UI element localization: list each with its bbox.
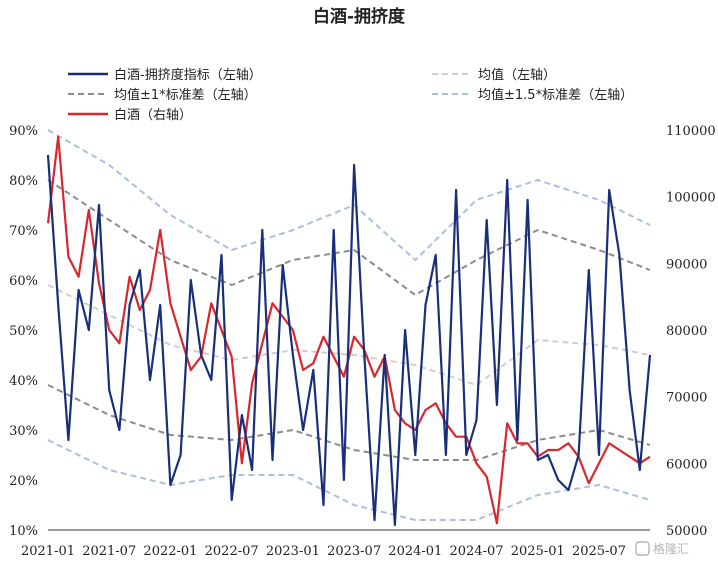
- legend-item: 均值（左轴）: [432, 67, 556, 83]
- left-tick-label: 50%: [9, 324, 38, 339]
- x-tick-label: 2021-07: [82, 544, 136, 559]
- right-tick-label: 90000: [666, 257, 707, 272]
- right-tick-label: 60000: [666, 457, 707, 472]
- legend-label: 均值±1.5*标准差（左轴）: [478, 87, 633, 103]
- legend-label: 均值±1*标准差（左轴）: [114, 87, 257, 103]
- legend-label: 白酒（右轴）: [114, 107, 192, 123]
- x-axis: 2021-01 2021-07 2022-01 2022-07 2023-01 2023-…: [21, 544, 626, 559]
- plot-area: [46, 129, 652, 527]
- right-tick-label: 80000: [666, 324, 707, 339]
- x-tick-label: 2022-01: [143, 544, 197, 559]
- chart-title: 白酒-拥挤度: [313, 6, 406, 27]
- watermark-logo-icon: [635, 541, 650, 556]
- legend-item: 均值±1.5*标准差（左轴）: [432, 87, 633, 103]
- legend-item: 白酒-拥挤度指标（左轴）: [68, 67, 262, 83]
- x-tick-label: 2024-01: [388, 544, 442, 559]
- right-tick-label: 70000: [666, 391, 707, 406]
- series-line: [46, 154, 652, 527]
- left-tick-label: 70%: [9, 224, 38, 239]
- watermark: 格隆汇: [635, 541, 689, 556]
- x-tick-label: 2025-01: [511, 544, 565, 559]
- right-tick-label: 50000: [666, 524, 707, 539]
- x-tick-label: 2021-01: [21, 544, 75, 559]
- left-tick-label: 20%: [9, 474, 38, 489]
- x-tick-label: 2022-07: [205, 544, 259, 559]
- x-tick-label: 2023-07: [327, 544, 381, 559]
- left-tick-label: 90%: [9, 124, 38, 139]
- left-tick-label: 40%: [9, 374, 38, 389]
- legend-label: 白酒-拥挤度指标（左轴）: [114, 67, 262, 83]
- x-tick-label: 2025-07: [572, 544, 626, 559]
- right-tick-label: 110000: [666, 124, 716, 139]
- legend-item: 均值±1*标准差（左轴）: [68, 87, 257, 103]
- right-axis: 50000 60000 70000 80000 90000 100000 110000: [666, 124, 716, 539]
- left-tick-label: 80%: [9, 174, 38, 189]
- series-line-upper: [47, 179, 651, 296]
- series-line: [47, 284, 651, 386]
- x-tick-label: 2024-07: [450, 544, 504, 559]
- legend-label: 均值（左轴）: [478, 67, 556, 83]
- left-axis: 10% 20% 30% 40% 50% 60% 70% 80% 90%: [9, 124, 38, 539]
- left-tick-label: 30%: [9, 424, 38, 439]
- series-line-upper: [47, 129, 651, 261]
- series-line: [46, 135, 651, 525]
- left-tick-label: 60%: [9, 274, 38, 289]
- left-tick-label: 10%: [9, 524, 38, 539]
- right-tick-label: 100000: [666, 191, 716, 206]
- legend-item: 白酒（右轴）: [68, 107, 192, 123]
- series-line-lower: [47, 439, 651, 521]
- legend: 白酒-拥挤度指标（左轴） 均值（左轴） 均值±1*标准差（左轴） 均值±1.5*标准差…: [68, 67, 633, 123]
- series-line-lower: [47, 384, 651, 461]
- watermark-text: 格隆汇: [653, 541, 689, 556]
- x-tick-label: 2023-01: [266, 544, 320, 559]
